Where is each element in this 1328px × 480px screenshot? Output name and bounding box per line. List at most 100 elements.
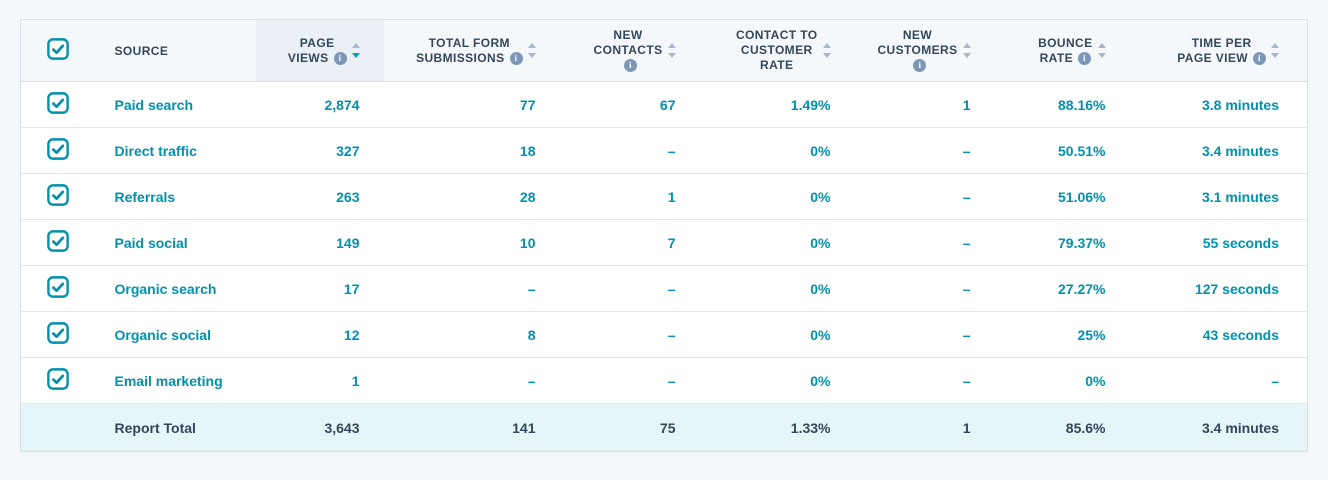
source-link[interactable]: Organic search	[114, 280, 217, 297]
row-checkbox[interactable]	[47, 92, 70, 114]
sort-arrows[interactable]	[351, 43, 360, 58]
row-checkbox[interactable]	[47, 368, 70, 390]
sort-asc-icon	[351, 43, 360, 48]
column-label: CONTACT TO	[735, 28, 818, 42]
select-all-checkbox[interactable]	[47, 38, 70, 60]
sort-desc-icon	[667, 53, 676, 58]
info-icon[interactable]: i	[913, 59, 927, 73]
sort-desc-icon	[1097, 53, 1106, 58]
bounce-rate-value: 0%	[994, 357, 1130, 404]
sort-arrows[interactable]	[822, 43, 831, 58]
info-icon[interactable]: i	[509, 51, 523, 65]
new-contacts-value: –	[559, 357, 700, 404]
contact-to-customer-value: 0%	[699, 311, 855, 358]
sort-arrows[interactable]	[962, 43, 971, 58]
page-views-value: 327	[255, 127, 384, 174]
form-submissions-value: –	[383, 357, 560, 404]
sort-asc-icon	[1097, 43, 1106, 48]
sort-desc-icon	[1271, 53, 1279, 58]
page-views-value: 149	[255, 219, 384, 266]
table-row: Referrals 263 28 1 0% – 51.06% 3.1 minut…	[20, 173, 1308, 220]
source-link[interactable]: Organic social	[114, 326, 211, 343]
form-submissions-value: 28	[383, 173, 560, 220]
sort-desc-icon	[527, 53, 536, 58]
row-checkbox[interactable]	[47, 276, 70, 298]
new-contacts-value: 67	[559, 81, 700, 128]
page-views-value: 17	[255, 265, 384, 312]
sort-arrows[interactable]	[667, 43, 676, 58]
bounce-rate-value: 27.27%	[994, 265, 1130, 312]
new-contacts-value: –	[559, 311, 700, 358]
new-contacts-value: –	[559, 127, 700, 174]
time-per-page-view-value: –	[1129, 357, 1308, 404]
source-link[interactable]: Paid social	[114, 234, 188, 251]
form-submissions-value: –	[383, 265, 560, 312]
table-row: Paid search 2,874 77 67 1.49% 1 88.16% 3…	[20, 81, 1308, 128]
contact-to-customer-value: 0%	[699, 219, 855, 266]
sort-arrows[interactable]	[1097, 43, 1106, 58]
column-header-bounce-rate[interactable]: BOUNCE RATE i	[994, 19, 1130, 82]
bounce-rate-value: 88.16%	[994, 81, 1130, 128]
source-link[interactable]: Email marketing	[114, 372, 223, 389]
bounce-rate-value: 79.37%	[994, 219, 1130, 266]
sort-desc-icon	[962, 53, 971, 58]
row-checkbox[interactable]	[47, 230, 70, 252]
row-checkbox[interactable]	[47, 138, 70, 160]
info-icon[interactable]: i	[1253, 51, 1266, 65]
source-link[interactable]: Paid search	[114, 96, 194, 113]
info-icon[interactable]: i	[624, 59, 637, 73]
total-bounce-rate: 85.6%	[994, 403, 1130, 452]
column-label: NEW	[613, 28, 643, 42]
form-submissions-value: 18	[383, 127, 560, 174]
row-checkbox[interactable]	[47, 322, 70, 344]
total-new-contacts: 75	[559, 403, 700, 452]
table-row: Organic search 17 – – 0% – 27.27% 127 se…	[20, 265, 1308, 312]
column-header-page-views[interactable]: PAGE VIEWS i	[255, 19, 384, 82]
report-total-row: Report Total 3,643 141 75 1.33% 1 85.6% …	[20, 403, 1308, 452]
column-label: BOUNCE	[1038, 35, 1093, 50]
new-contacts-value: 7	[559, 219, 700, 266]
contact-to-customer-value: 0%	[699, 173, 855, 220]
column-label: TIME PER	[1191, 35, 1252, 50]
sort-asc-icon	[822, 43, 831, 48]
column-header-contact-to-customer-rate[interactable]: CONTACT TO CUSTOMER RATE	[699, 19, 855, 82]
column-header-time-per-page-view[interactable]: TIME PER PAGE VIEW i	[1129, 19, 1308, 82]
select-all-header-cell	[20, 19, 96, 82]
info-icon[interactable]: i	[333, 51, 347, 65]
table-row: Email marketing 1 – – 0% – 0% –	[20, 357, 1308, 404]
time-per-page-view-value: 3.8 minutes	[1129, 81, 1308, 128]
new-customers-value: –	[854, 311, 995, 358]
total-form-submissions: 141	[383, 403, 560, 452]
contact-to-customer-value: 0%	[699, 265, 855, 312]
sort-asc-icon	[962, 43, 971, 48]
report-total-label: Report Total	[95, 403, 256, 452]
sort-asc-icon	[527, 43, 536, 48]
source-link[interactable]: Direct traffic	[114, 142, 197, 159]
column-header-source[interactable]: SOURCE	[95, 19, 256, 82]
time-per-page-view-value: 43 seconds	[1129, 311, 1308, 358]
sort-arrows[interactable]	[1271, 43, 1279, 58]
sort-asc-icon	[667, 43, 676, 48]
total-contact-to-customer: 1.33%	[699, 403, 855, 452]
new-contacts-value: 1	[559, 173, 700, 220]
contact-to-customer-value: 0%	[699, 357, 855, 404]
sort-asc-icon	[1271, 43, 1279, 48]
column-label: NEW	[902, 28, 933, 42]
new-customers-value: –	[854, 173, 995, 220]
bounce-rate-value: 25%	[994, 311, 1130, 358]
new-customers-value: 1	[854, 81, 995, 128]
new-customers-value: –	[854, 219, 995, 266]
time-per-page-view-value: 127 seconds	[1129, 265, 1308, 312]
time-per-page-view-value: 3.4 minutes	[1129, 127, 1308, 174]
source-link[interactable]: Referrals	[114, 188, 176, 205]
row-checkbox[interactable]	[47, 184, 70, 206]
column-header-new-contacts[interactable]: NEW CONTACTS i	[559, 19, 700, 82]
total-time-per-page-view: 3.4 minutes	[1129, 403, 1308, 452]
column-header-new-customers[interactable]: NEW CUSTOMERS i	[854, 19, 995, 82]
new-customers-value: –	[854, 265, 995, 312]
table-row: Organic social 12 8 – 0% – 25% 43 second…	[20, 311, 1308, 358]
info-icon[interactable]: i	[1077, 51, 1091, 65]
column-header-form-submissions[interactable]: TOTAL FORM SUBMISSIONS i	[383, 19, 560, 82]
sort-arrows[interactable]	[527, 43, 536, 58]
page-views-value: 12	[255, 311, 384, 358]
